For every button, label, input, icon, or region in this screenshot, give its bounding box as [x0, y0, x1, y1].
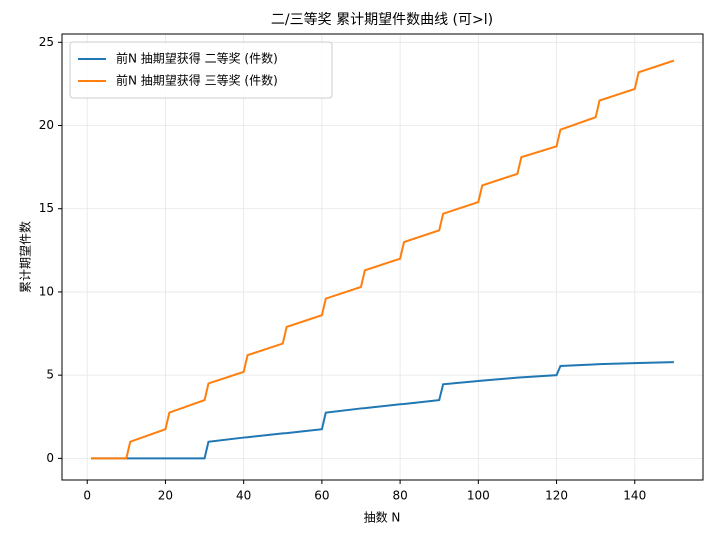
y-tick-label: 10 [39, 284, 54, 298]
y-tick-label: 25 [39, 35, 54, 49]
legend-box [69, 41, 333, 99]
line-series [91, 361, 674, 460]
y-tick-label: 5 [46, 368, 54, 382]
chart-title: 二/三等奖 累计期望件数曲线 (可>l) [271, 11, 493, 28]
legend-label: 前N 抽期望获得 二等奖 (件数) [116, 51, 278, 66]
x-tick-label: 80 [392, 489, 407, 503]
x-axis-label: 抽数 N [364, 510, 401, 525]
x-tick-label: 120 [545, 489, 568, 503]
x-tick-label: 100 [467, 489, 490, 503]
y-axis-label: 累计期望件数 [18, 221, 33, 293]
plot-frame [61, 33, 704, 481]
legend-label: 前N 抽期望获得 三等奖 (件数) [116, 73, 278, 88]
x-tick-label: 140 [623, 489, 646, 503]
y-tick-label: 0 [46, 451, 54, 465]
y-tick-label: 20 [39, 118, 54, 132]
x-tick-label: 60 [314, 489, 329, 503]
y-tick-label: 15 [39, 201, 54, 215]
x-tick-label: 0 [83, 489, 91, 503]
x-tick-label: 20 [158, 489, 173, 503]
line-series [91, 59, 675, 460]
x-tick-label: 40 [236, 489, 251, 503]
